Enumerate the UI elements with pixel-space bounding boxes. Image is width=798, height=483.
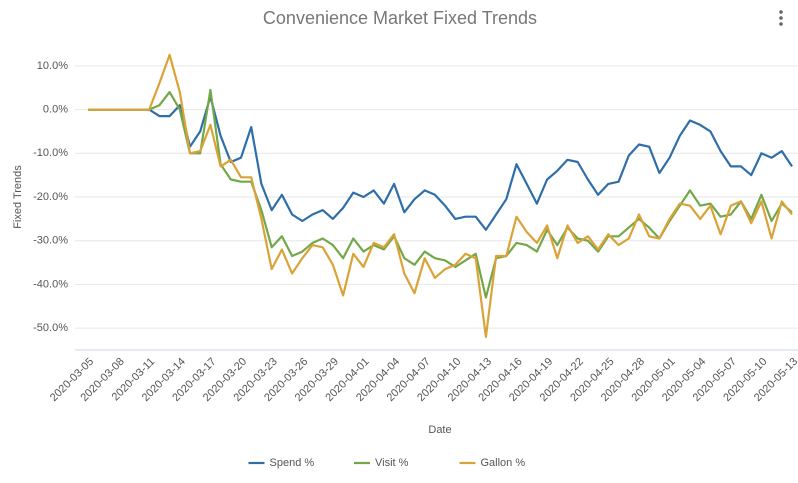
- y-tick-label: -50.0%: [33, 322, 68, 334]
- y-axis-label: Fixed Trends: [12, 165, 24, 229]
- y-tick-label: -40.0%: [33, 278, 68, 290]
- menu-icon[interactable]: [779, 10, 783, 26]
- y-tick-label: 10.0%: [37, 60, 68, 72]
- legend-label[interactable]: Spend %: [270, 457, 315, 469]
- x-axis-label: Date: [428, 424, 451, 436]
- menu-dot[interactable]: [779, 10, 783, 14]
- y-tick-label: -30.0%: [33, 235, 68, 247]
- legend-label[interactable]: Visit %: [375, 457, 409, 469]
- legend-label[interactable]: Gallon %: [481, 457, 526, 469]
- y-tick-label: -20.0%: [33, 191, 68, 203]
- series-line: [88, 95, 793, 231]
- chart-title: Convenience Market Fixed Trends: [263, 8, 537, 28]
- series-line: [88, 88, 793, 299]
- legend-item[interactable]: Spend %: [248, 457, 315, 469]
- menu-dot[interactable]: [779, 22, 783, 26]
- y-tick-label: 0.0%: [43, 103, 68, 115]
- y-tick-label: -10.0%: [33, 147, 68, 159]
- menu-dot[interactable]: [779, 16, 783, 20]
- legend-item[interactable]: Gallon %: [459, 457, 526, 469]
- series-line: [88, 53, 793, 338]
- legend-item[interactable]: Visit %: [354, 457, 409, 469]
